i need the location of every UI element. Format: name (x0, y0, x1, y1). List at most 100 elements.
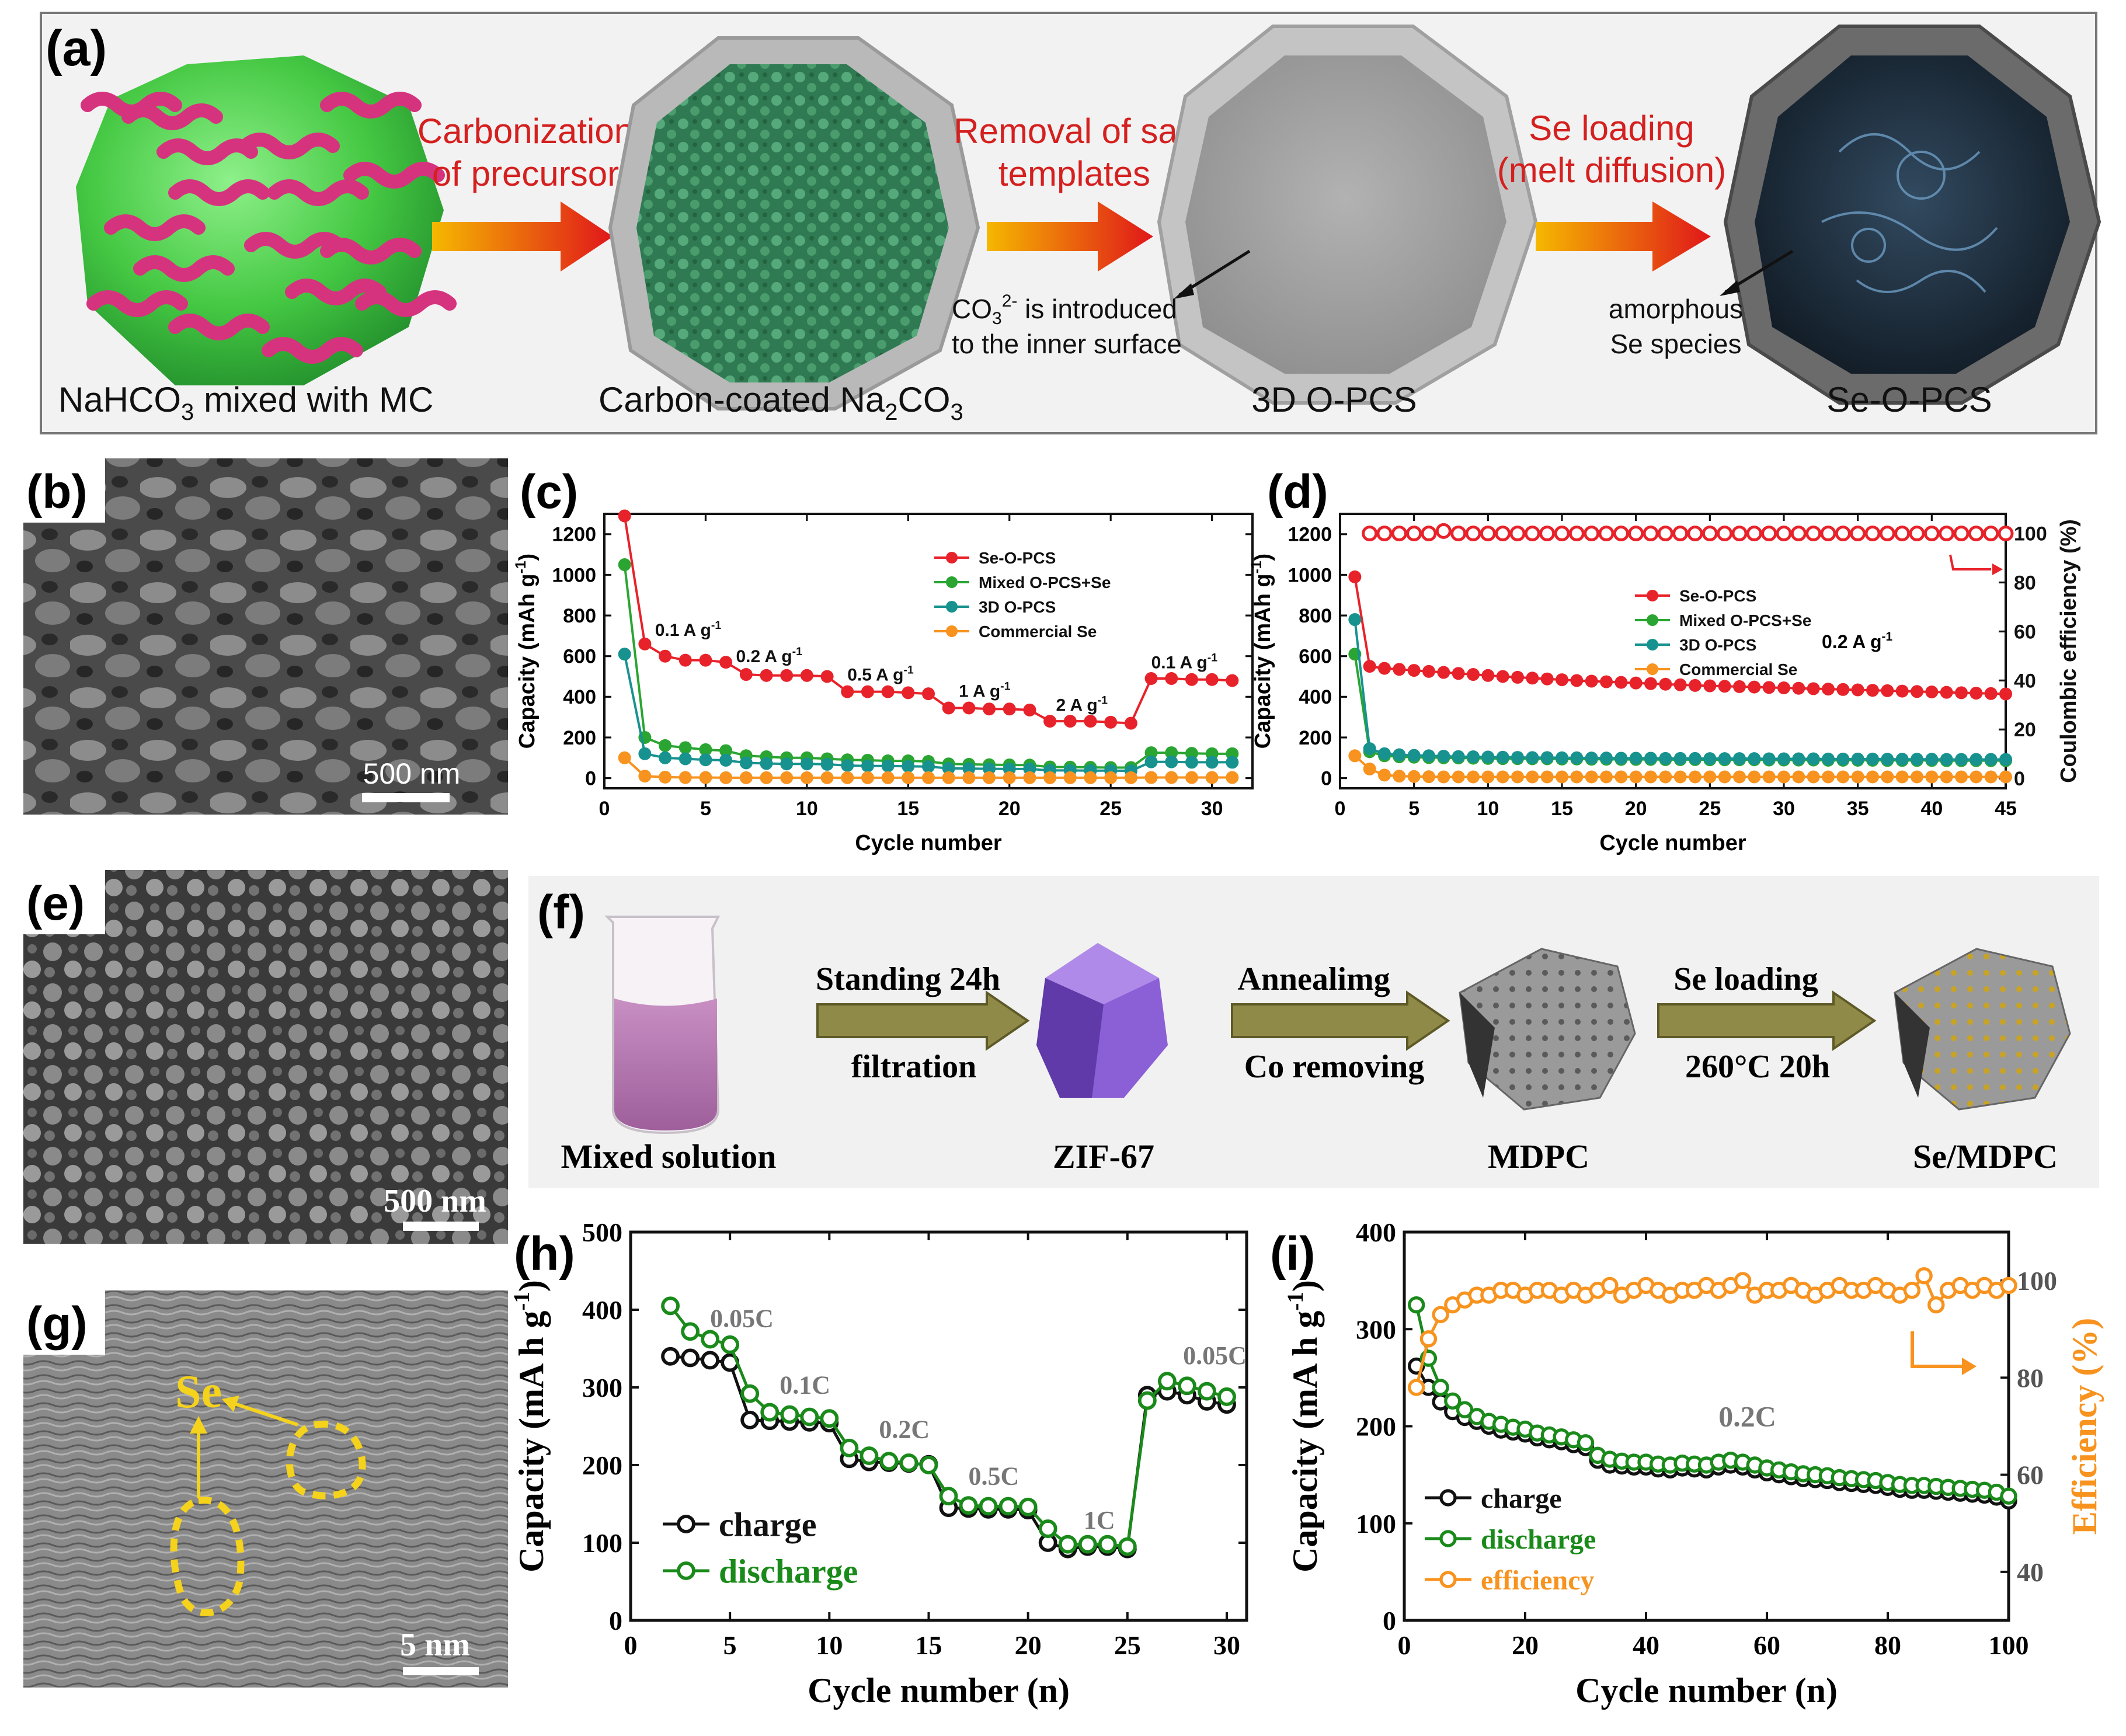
y2-tick-label-d-4: 80 (2014, 572, 2036, 594)
point-i-2-27 (1734, 1272, 1752, 1289)
point-d-3-2 (1378, 768, 1391, 782)
panel-label-e: (e) (26, 877, 85, 930)
point-d-4-38 (1923, 526, 1940, 542)
point-d-4-15 (1584, 526, 1600, 542)
x-tick-label-h-4: 20 (1015, 1630, 1042, 1660)
point-d-3-32 (1822, 770, 1835, 784)
point-c-0-23 (1084, 715, 1097, 728)
x-tick-label-c-3: 15 (897, 798, 919, 820)
point-h-1-7 (800, 1407, 819, 1427)
point-d-2-23 (1689, 752, 1702, 765)
zif-crystal (1036, 943, 1168, 1098)
point-c-0-3 (678, 653, 692, 667)
panel-label-i: (i) (1270, 1227, 1315, 1281)
point-d-3-7 (1452, 770, 1465, 784)
legend-label-d-3: Commercial Se (1679, 660, 1797, 679)
y2-tick-label-d-2: 40 (2014, 670, 2036, 692)
point-d-3-15 (1570, 770, 1584, 784)
point-d-4-12 (1539, 526, 1556, 542)
x-tick-label-c-1: 5 (700, 798, 711, 820)
legend-marker-i-1 (1439, 1530, 1457, 1547)
point-d-0-19 (1629, 676, 1643, 690)
point-c-3-24 (1104, 771, 1118, 784)
point-d-3-22 (1673, 770, 1687, 784)
point-d-0-28 (1762, 681, 1776, 694)
panel-label-e-bg (23, 870, 105, 934)
point-i-2-49 (2000, 1276, 2017, 1295)
point-d-4-33 (1850, 526, 1866, 542)
x-tick-label-h-2: 10 (816, 1630, 843, 1660)
point-c-2-18 (983, 762, 996, 775)
point-c-1-27 (1165, 746, 1178, 760)
scale-bar-g (403, 1667, 479, 1675)
point-i-2-0 (1407, 1379, 1425, 1396)
point-d-2-38 (1911, 753, 1923, 766)
note3-line1: amorphous (1609, 294, 1743, 324)
point-i-1-3 (1444, 1392, 1462, 1410)
legend-label-h-1: discharge (719, 1552, 858, 1590)
point-h-1-27 (1198, 1382, 1216, 1401)
beaker (604, 916, 721, 1135)
panel-f: (f) Standing 24h filtration Annealimg Co… (528, 876, 2099, 1188)
point-d-0-22 (1673, 678, 1687, 691)
efficiency-axis-arrow (1949, 554, 1991, 570)
x-tick-label-c-0: 0 (599, 798, 610, 820)
y-tick-label-h-0: 0 (609, 1606, 622, 1636)
point-c-3-25 (1124, 771, 1137, 784)
wire-1 (121, 103, 223, 130)
point-d-3-16 (1585, 770, 1598, 784)
tem-image-g (23, 1290, 508, 1688)
x-tick-label-d-5: 25 (1699, 798, 1721, 820)
point-d-0-39 (1925, 685, 1939, 698)
point-d-3-36 (1881, 770, 1894, 784)
note2-line1: CO32- is introduced (952, 291, 1177, 328)
legend-marker-c-3 (946, 625, 958, 637)
point-c-3-30 (1226, 771, 1239, 784)
point-d-2-4 (1407, 749, 1421, 762)
point-c-1-0 (618, 558, 631, 572)
x-tick-label-i-1: 20 (1512, 1630, 1539, 1660)
point-d-4-9 (1495, 526, 1511, 542)
point-d-0-7 (1452, 667, 1465, 680)
y-axis-label-c: Capacity (mAh g-1) (513, 554, 540, 749)
y-tick-label-d-5: 1000 (1288, 564, 1332, 586)
point-d-2-2 (1378, 747, 1391, 760)
point-c-3-28 (1185, 771, 1198, 784)
point-i-2-1 (1419, 1330, 1438, 1348)
point-i-1-14 (1577, 1434, 1595, 1452)
y-tick-label-c-4: 800 (563, 605, 596, 627)
point-h-1-10 (860, 1446, 879, 1465)
y2-axis-label-d: Coulombic efficiency (%) (2057, 519, 2081, 783)
point-c-0-10 (820, 670, 834, 683)
point-c-2-16 (942, 761, 955, 775)
point-d-4-2 (1391, 526, 1407, 542)
point-d-3-19 (1629, 770, 1643, 784)
panel-label-b: (b) (26, 465, 88, 519)
point-c-1-4 (699, 743, 712, 756)
point-d-2-8 (1467, 750, 1480, 764)
point-d-3-3 (1393, 770, 1406, 783)
se-mdpc-particle (1894, 948, 2071, 1111)
point-h-1-4 (740, 1384, 760, 1403)
point-d-4-32 (1835, 526, 1851, 542)
point-d-3-4 (1407, 770, 1421, 783)
point-c-3-23 (1084, 771, 1097, 784)
point-c-0-13 (881, 685, 895, 698)
point-c-2-26 (1144, 755, 1158, 768)
point-c-0-9 (800, 669, 813, 682)
point-c-2-13 (881, 759, 895, 773)
point-d-4-27 (1761, 526, 1777, 542)
legend-label-c-0: Se-O-PCS (979, 549, 1056, 567)
point-d-2-44 (1999, 753, 2012, 766)
arrow3-f (1657, 990, 1877, 1051)
annotation-c-3: 1 A g-1 (959, 680, 1011, 701)
point-d-2-34 (1851, 752, 1864, 766)
annotation-h-4: 1C (1084, 1506, 1115, 1535)
point-c-2-4 (699, 753, 712, 767)
stage4-caption: Se-O-PCS (1826, 380, 1992, 419)
y-tick-label-d-3: 600 (1299, 646, 1332, 668)
point-h-1-28 (1217, 1387, 1236, 1406)
x-tick-label-i-0: 0 (1398, 1630, 1411, 1660)
arrow2 (987, 201, 1153, 272)
